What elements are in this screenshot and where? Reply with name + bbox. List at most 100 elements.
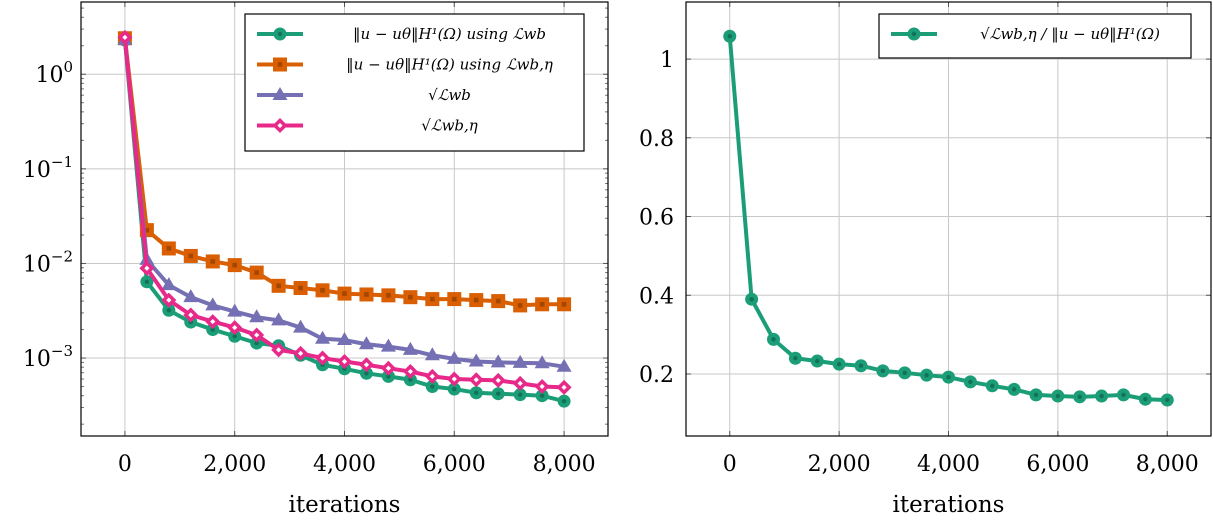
- data-point-center: [319, 355, 326, 361]
- data-point-center: [188, 312, 194, 318]
- plot-frame: [685, 1, 1212, 437]
- data-point: [183, 289, 199, 303]
- x-tick-label: 4,000: [313, 452, 376, 477]
- data-point: [468, 353, 484, 367]
- data-point-center: [496, 391, 501, 396]
- legend-marker-center: [277, 122, 283, 129]
- data-point-center: [254, 340, 259, 346]
- data-point-center: [836, 361, 842, 367]
- data-point: [446, 350, 462, 364]
- x-axis-label: iterations: [893, 492, 1005, 518]
- data-point-center: [166, 246, 172, 251]
- data-point-center: [364, 292, 369, 297]
- legend-marker: [272, 87, 288, 100]
- data-point-center: [232, 262, 238, 268]
- data-point-center: [232, 324, 238, 331]
- x-tick-label: 0: [723, 452, 737, 477]
- x-tick-label: 8,000: [533, 452, 596, 477]
- y-tick-label: 10−2: [23, 247, 73, 277]
- data-point-center: [749, 297, 754, 302]
- legend-label: ‖u − uθ‖H¹(Ω) using ℒwb,η: [346, 56, 553, 74]
- data-point-center: [254, 270, 259, 275]
- series-3: [117, 32, 572, 372]
- legend-label: ‖u − uθ‖H¹(Ω) using ℒwb: [353, 25, 546, 43]
- plot-frame: [80, 1, 609, 437]
- x-tick-label: 2,000: [808, 452, 871, 477]
- data-point: [293, 319, 309, 333]
- data-point-center: [451, 296, 457, 302]
- data-point-center: [902, 370, 907, 376]
- x-tick-label: 8,000: [1136, 452, 1199, 477]
- series-2: [117, 31, 572, 313]
- data-point-center: [727, 34, 732, 39]
- data-point-center: [188, 253, 194, 259]
- data-point-center: [1121, 392, 1126, 398]
- legend-label: √ℒwb,η: [421, 117, 478, 135]
- data-point-center: [297, 350, 304, 356]
- y-tick-label: 1: [660, 48, 674, 73]
- data-point-center: [429, 373, 435, 379]
- data-point-center: [1165, 397, 1170, 403]
- data-point-center: [298, 285, 303, 291]
- data-point-center: [1143, 396, 1148, 402]
- data-point-center: [495, 298, 501, 304]
- y-tick-label: 0.6: [639, 206, 674, 231]
- data-point: [358, 336, 374, 350]
- series-1: [723, 29, 1174, 407]
- data-point: [534, 355, 550, 369]
- legend-box: [244, 13, 585, 152]
- data-point-center: [539, 393, 545, 398]
- data-point-center: [1055, 393, 1061, 399]
- data-point-center: [946, 374, 951, 380]
- data-point-center: [924, 372, 929, 378]
- data-point-center: [363, 362, 370, 368]
- x-tick-label: 6,000: [1026, 452, 1089, 477]
- data-point-center: [858, 363, 864, 368]
- data-point: [380, 338, 396, 352]
- data-point-center: [342, 291, 347, 296]
- x-tick-label: 2,000: [203, 452, 266, 477]
- data-point-center: [144, 227, 150, 233]
- legend: √ℒwb,η / ‖u − uθ‖H¹(Ω): [878, 13, 1192, 59]
- data-point-center: [166, 308, 172, 313]
- chart-2: 0 2,000 4,000 6,000 8,000 0.2 0.4 0.6 0.8 1 iterat…: [639, 1, 1212, 518]
- data-point-center: [408, 294, 413, 300]
- data-point-center: [430, 296, 435, 302]
- data-point-center: [539, 301, 545, 307]
- data-point: [337, 332, 352, 346]
- data-point: [512, 354, 528, 368]
- y-tick-label: 10−3: [23, 342, 73, 372]
- data-point-center: [968, 379, 973, 385]
- data-point-center: [385, 365, 392, 371]
- chart-1: 0 2,000 4,000 6,000 8,000 100 10−1 10−2 10−3 iter…: [23, 1, 609, 518]
- data-point-center: [276, 283, 281, 289]
- data-point: [402, 341, 418, 355]
- data-point-center: [473, 377, 479, 383]
- data-point-center: [539, 383, 545, 390]
- data-point: [271, 312, 287, 326]
- data-point-center: [452, 386, 457, 392]
- data-point-center: [1033, 392, 1039, 398]
- x-tick-label: 6,000: [423, 452, 486, 477]
- data-point-center: [210, 259, 216, 264]
- data-point-center: [1099, 393, 1104, 399]
- x-tick-label: 0: [118, 452, 132, 477]
- data-point-center: [793, 356, 798, 361]
- y-tick-label: 100: [35, 58, 73, 88]
- x-axis-label: iterations: [289, 492, 401, 518]
- data-point-center: [407, 368, 413, 375]
- data-point: [161, 277, 177, 291]
- data-point-center: [990, 383, 995, 389]
- data-point-center: [386, 293, 391, 298]
- data-point: [315, 330, 331, 344]
- data-point-center: [771, 337, 776, 342]
- series-1: [118, 33, 571, 408]
- data-point-center: [517, 380, 523, 386]
- data-point-center: [341, 358, 348, 365]
- y-tick-label: 0.4: [639, 284, 674, 309]
- legend-label: √ℒwb,η / ‖u − uθ‖H¹(Ω): [980, 25, 1160, 43]
- data-point-center: [210, 318, 216, 325]
- data-point-center: [166, 297, 172, 303]
- data-point-center: [517, 303, 523, 308]
